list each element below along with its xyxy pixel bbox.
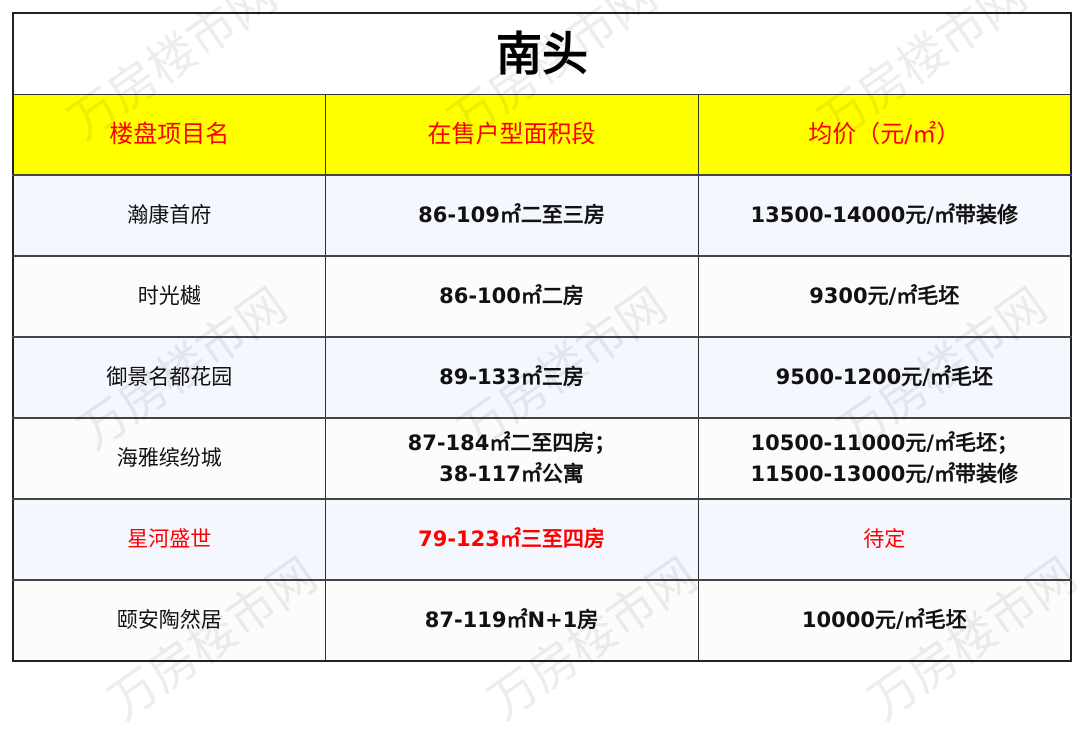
header-project-name: 楼盘项目名 — [12, 94, 326, 176]
area-line-1: 87-184㎡二至四房； — [407, 430, 616, 455]
area-range: 86-109㎡二至三房 — [324, 174, 699, 257]
table-row: 瀚康首府 86-109㎡二至三房 13500-14000元/㎡带装修 — [12, 174, 1072, 257]
table-row: 颐安陶然居 87-119㎡N+1房 10000元/㎡毛坯 — [12, 579, 1072, 662]
project-name: 时光樾 — [12, 255, 326, 338]
price: 13500-14000元/㎡带装修 — [697, 174, 1072, 257]
price-table: 南头 楼盘项目名 在售户型面积段 均价（元/㎡） 瀚康首府 86-109㎡二至三… — [12, 12, 1073, 662]
table-row: 海雅缤纷城 87-184㎡二至四房； 38-117㎡公寓 10500-11000元… — [12, 417, 1072, 500]
area-range: 89-133㎡三房 — [324, 336, 699, 419]
price: 待定 — [697, 498, 1072, 581]
price: 10000元/㎡毛坯 — [697, 579, 1072, 662]
price: 10500-11000元/㎡毛坯； 11500-13000元/㎡带装修 — [697, 417, 1072, 500]
price-line-2: 11500-13000元/㎡带装修 — [750, 461, 1019, 486]
header-area: 在售户型面积段 — [324, 94, 699, 176]
price-line-1: 10500-11000元/㎡毛坯； — [750, 430, 1019, 455]
area-range: 86-100㎡二房 — [324, 255, 699, 338]
header-price: 均价（元/㎡） — [697, 94, 1072, 176]
table-row-highlighted: 星河盛世 79-123㎡三至四房 待定 — [12, 498, 1072, 581]
project-name: 海雅缤纷城 — [12, 417, 326, 500]
table-row: 时光樾 86-100㎡二房 9300元/㎡毛坯 — [12, 255, 1072, 338]
project-name: 颐安陶然居 — [12, 579, 326, 662]
area-range: 87-119㎡N+1房 — [324, 579, 699, 662]
table-row: 御景名都花园 89-133㎡三房 9500-1200元/㎡毛坯 — [12, 336, 1072, 419]
table-title: 南头 — [12, 12, 1072, 95]
project-name: 御景名都花园 — [12, 336, 326, 419]
area-range: 79-123㎡三至四房 — [324, 498, 699, 581]
area-range: 87-184㎡二至四房； 38-117㎡公寓 — [324, 417, 699, 500]
project-name: 瀚康首府 — [12, 174, 326, 257]
project-name: 星河盛世 — [12, 498, 326, 581]
price: 9500-1200元/㎡毛坯 — [697, 336, 1072, 419]
price: 9300元/㎡毛坯 — [697, 255, 1072, 338]
header-row: 楼盘项目名 在售户型面积段 均价（元/㎡） — [12, 94, 1072, 176]
area-line-2: 38-117㎡公寓 — [439, 461, 584, 486]
